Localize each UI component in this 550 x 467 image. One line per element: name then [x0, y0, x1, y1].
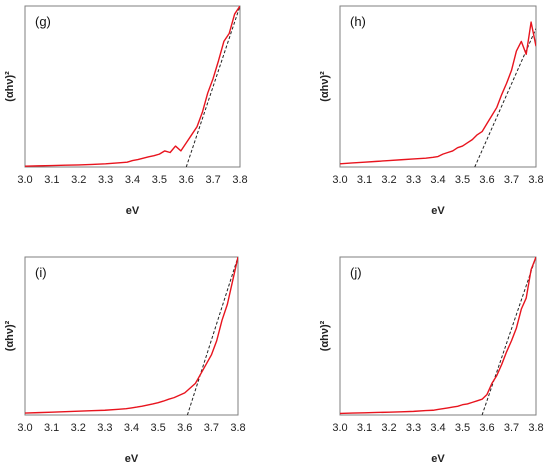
- panel-2-x-tick-label: 3.5: [455, 174, 470, 186]
- panel-4-series-line: [340, 257, 536, 415]
- panel-2-x-tick-label: 3.4: [430, 174, 445, 186]
- panel-1-x-tick-label: 3.3: [98, 174, 113, 186]
- panel-4-tangent-line: [481, 257, 536, 415]
- panel-4-x-tick-label: 3.2: [381, 422, 396, 434]
- panel-1-panel-label: (g): [35, 14, 51, 29]
- panel-2-y-axis-label: (αhν)²: [319, 71, 331, 102]
- panel-1-x-tick-label: 3.0: [17, 174, 32, 186]
- panel-3-tangent-line: [186, 257, 238, 415]
- panel-4-plot-frame: [339, 256, 537, 416]
- panel-4-panel-label: (j): [350, 265, 362, 280]
- panel-1-x-tick-label: 3.6: [179, 174, 194, 186]
- panel-1-x-tick-label: 3.1: [44, 174, 59, 186]
- panel-1-x-tick-label: 3.2: [71, 174, 86, 186]
- panel-3-panel-label: (i): [35, 265, 47, 280]
- panel-3-series-line: [25, 257, 238, 414]
- panel-2-x-tick-label: 3.1: [357, 174, 372, 186]
- panel-3-x-tick-label: 3.1: [44, 422, 59, 434]
- panel-2-x-tick-label: 3.7: [504, 174, 519, 186]
- panel-2-x-tick-label: 3.2: [381, 174, 396, 186]
- panel-3-x-tick-label: 3.6: [177, 422, 192, 434]
- panel-1-x-tick-label: 3.4: [125, 174, 140, 186]
- panel-3-x-tick-label: 3.3: [97, 422, 112, 434]
- panel-3-x-tick-label: 3.0: [17, 422, 32, 434]
- panel-2-panel-label: (h): [350, 14, 366, 29]
- panel-1-tangent-line: [185, 6, 240, 167]
- panel-1-series-line: [25, 6, 240, 167]
- panel-4-x-tick-label: 3.0: [332, 422, 347, 434]
- panel-4-x-tick-label: 3.7: [504, 422, 519, 434]
- panel-4-x-tick-label: 3.1: [357, 422, 372, 434]
- panel-3-plot-frame: [24, 256, 239, 416]
- panel-3-x-tick-label: 3.8: [230, 422, 245, 434]
- panel-4-x-tick-label: 3.3: [406, 422, 421, 434]
- panel-3-x-axis-label: eV: [125, 453, 139, 465]
- panel-4-x-tick-label: 3.8: [528, 422, 543, 434]
- panel-1-x-tick-label: 3.8: [232, 174, 247, 186]
- panel-1-plot-frame: [24, 5, 241, 168]
- panel-3-x-tick-label: 3.2: [71, 422, 86, 434]
- panel-3-y-axis-label: (αhν)²: [4, 320, 16, 351]
- panel-1-y-axis-label: (αhν)²: [4, 71, 16, 102]
- panel-2-x-tick-label: 3.8: [528, 174, 543, 186]
- panel-3-x-tick-label: 3.7: [204, 422, 219, 434]
- panel-1-x-tick-label: 3.7: [205, 174, 220, 186]
- panel-4-x-tick-label: 3.5: [455, 422, 470, 434]
- panel-2-x-axis-label: eV: [431, 205, 445, 217]
- panel-4-x-tick-label: 3.4: [430, 422, 445, 434]
- panel-4-x-tick-label: 3.6: [479, 422, 494, 434]
- panel-4-x-axis-label: eV: [431, 453, 445, 465]
- panel-1-x-axis-label: eV: [126, 205, 140, 217]
- panel-4-y-axis-label: (αhν)²: [319, 320, 331, 351]
- panel-2-plot-frame: [339, 5, 537, 168]
- panel-2-x-tick-label: 3.6: [479, 174, 494, 186]
- panel-2-series-line: [340, 21, 536, 165]
- panel-2-x-tick-label: 3.0: [332, 174, 347, 186]
- panel-2-x-tick-label: 3.3: [406, 174, 421, 186]
- panel-3-x-tick-label: 3.4: [124, 422, 139, 434]
- panel-1-x-tick-label: 3.5: [152, 174, 167, 186]
- panel-3-x-tick-label: 3.5: [150, 422, 165, 434]
